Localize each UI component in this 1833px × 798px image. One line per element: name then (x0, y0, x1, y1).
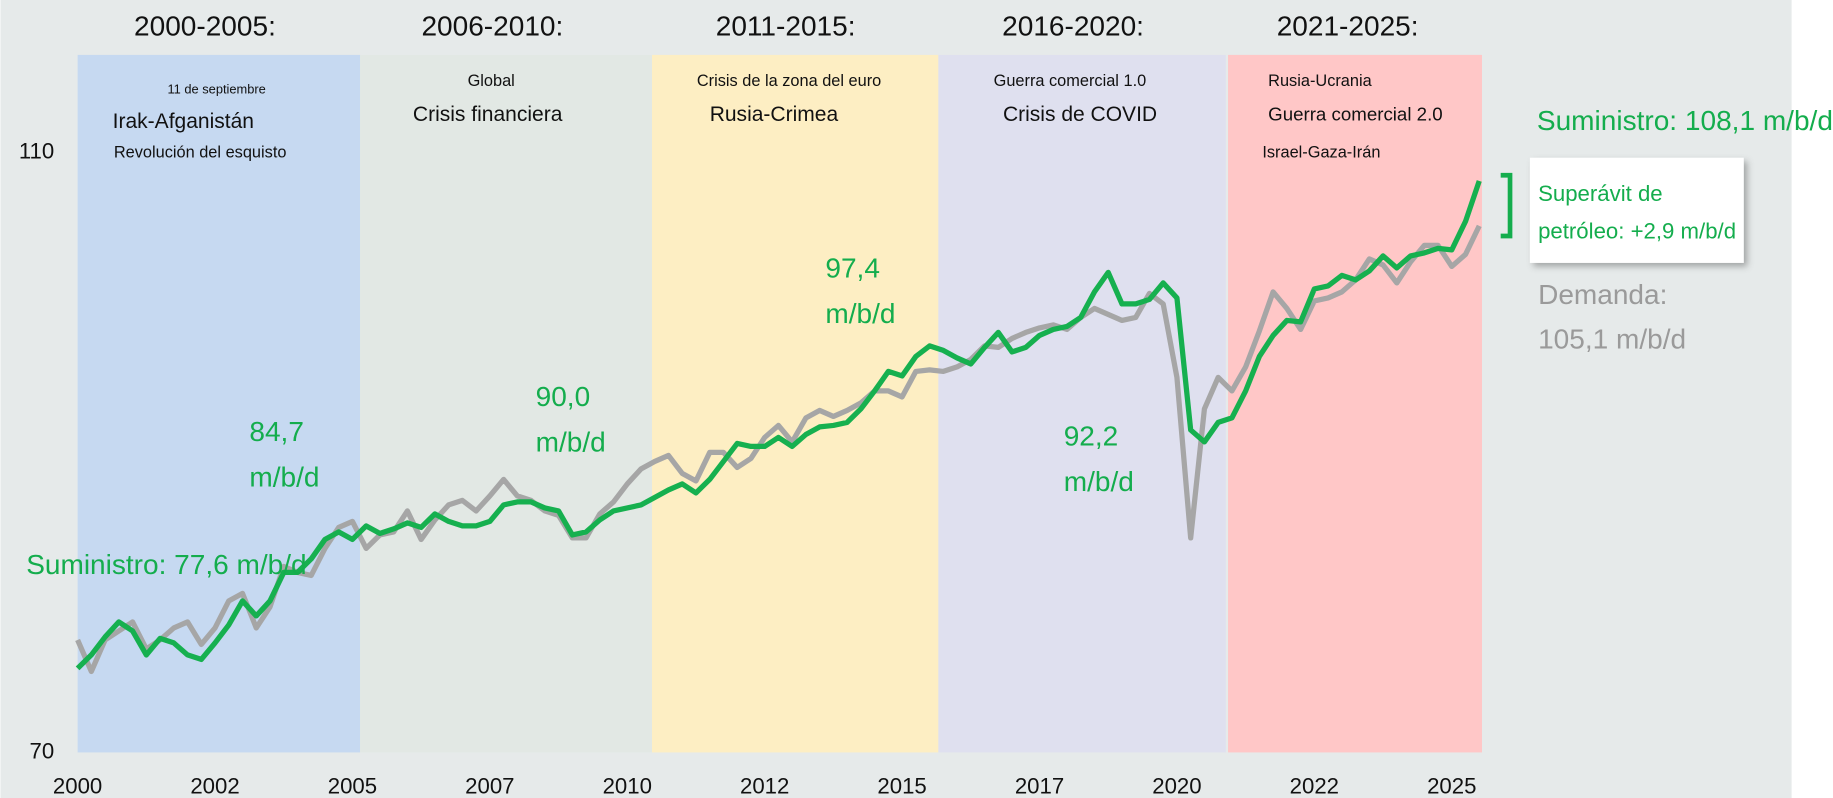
x-tick-label: 2000 (53, 773, 102, 798)
x-tick-label: 2007 (465, 773, 514, 798)
annotation: m/b/d (536, 426, 606, 457)
annotation: m/b/d (249, 461, 319, 492)
period-band (1228, 54, 1482, 753)
period-label: 2006-2010: (421, 10, 563, 41)
period-band (652, 54, 939, 753)
period-label: 2016-2020: (1002, 10, 1144, 41)
annotation: Superávit de (1538, 181, 1663, 206)
y-tick-label: 110 (19, 138, 54, 163)
x-tick-label: 2010 (603, 773, 652, 798)
annotation: Suministro: 108,1 m/b/d (1537, 105, 1833, 136)
period-notes: 11 de septiembre Irak-Afganistán Revoluc… (113, 72, 1443, 161)
note: Crisis de COVID (1003, 103, 1157, 126)
surplus-bracket (1500, 172, 1513, 239)
surplus-box (1529, 157, 1744, 263)
annotation: 97,4 (825, 252, 880, 283)
x-tick-label: 2022 (1290, 773, 1339, 798)
note: Crisis de la zona del euro (697, 72, 881, 90)
annotation: m/b/d (825, 298, 895, 329)
x-tick-label: 2017 (1015, 773, 1064, 798)
note: Rusia-Crimea (710, 103, 839, 126)
annotations: Suministro: 77,6 m/b/d 84,7 m/b/d 90,0 m… (26, 105, 1833, 580)
period-label: 2011-2015: (716, 10, 856, 41)
annotation: 92,2 (1064, 421, 1119, 452)
note: Revolución del esquisto (114, 143, 287, 161)
x-tick-label: 2025 (1427, 773, 1476, 798)
note: Irak-Afganistán (113, 110, 254, 133)
note: Guerra comercial 2.0 (1268, 104, 1442, 125)
annotation: petróleo: +2,9 m/b/d (1538, 218, 1736, 243)
x-tick-label: 2015 (877, 773, 926, 798)
annotation: Demanda: (1538, 279, 1667, 310)
series-line (75, 224, 1482, 675)
annotation: 90,0 (536, 381, 591, 412)
note: Global (468, 72, 515, 90)
period-band (360, 54, 653, 753)
note: 11 de septiembre (167, 81, 265, 96)
period-bands: 2000-2005: 2006-2010: 2011-2015: 2016-2020:… (77, 10, 1482, 753)
note: Rusia-Ucrania (1268, 72, 1372, 90)
note: Israel-Gaza-Irán (1262, 143, 1380, 161)
period-label: 2000-2005: (134, 10, 276, 41)
note: Crisis financiera (413, 103, 563, 126)
x-tick-label: 2002 (190, 773, 239, 798)
annotation: 84,7 (249, 416, 304, 447)
annotation: m/b/d (1064, 466, 1134, 497)
note: Guerra comercial 1.0 (994, 72, 1147, 90)
x-tick-label: 2020 (1152, 773, 1201, 798)
period-label: 2021-2025: (1277, 10, 1419, 41)
x-tick-label: 2012 (740, 773, 789, 798)
plot: 70 110 2000 2002 2005 2007 2010 2012 2015 2017 202… (19, 138, 1482, 798)
x-tick-label: 2005 (328, 773, 377, 798)
annotation: Suministro: 77,6 m/b/d (26, 549, 306, 580)
period-band (938, 54, 1226, 753)
annotation: 105,1 m/b/d (1538, 324, 1686, 355)
y-tick-label: 70 (30, 738, 55, 763)
series-line (75, 180, 1482, 671)
